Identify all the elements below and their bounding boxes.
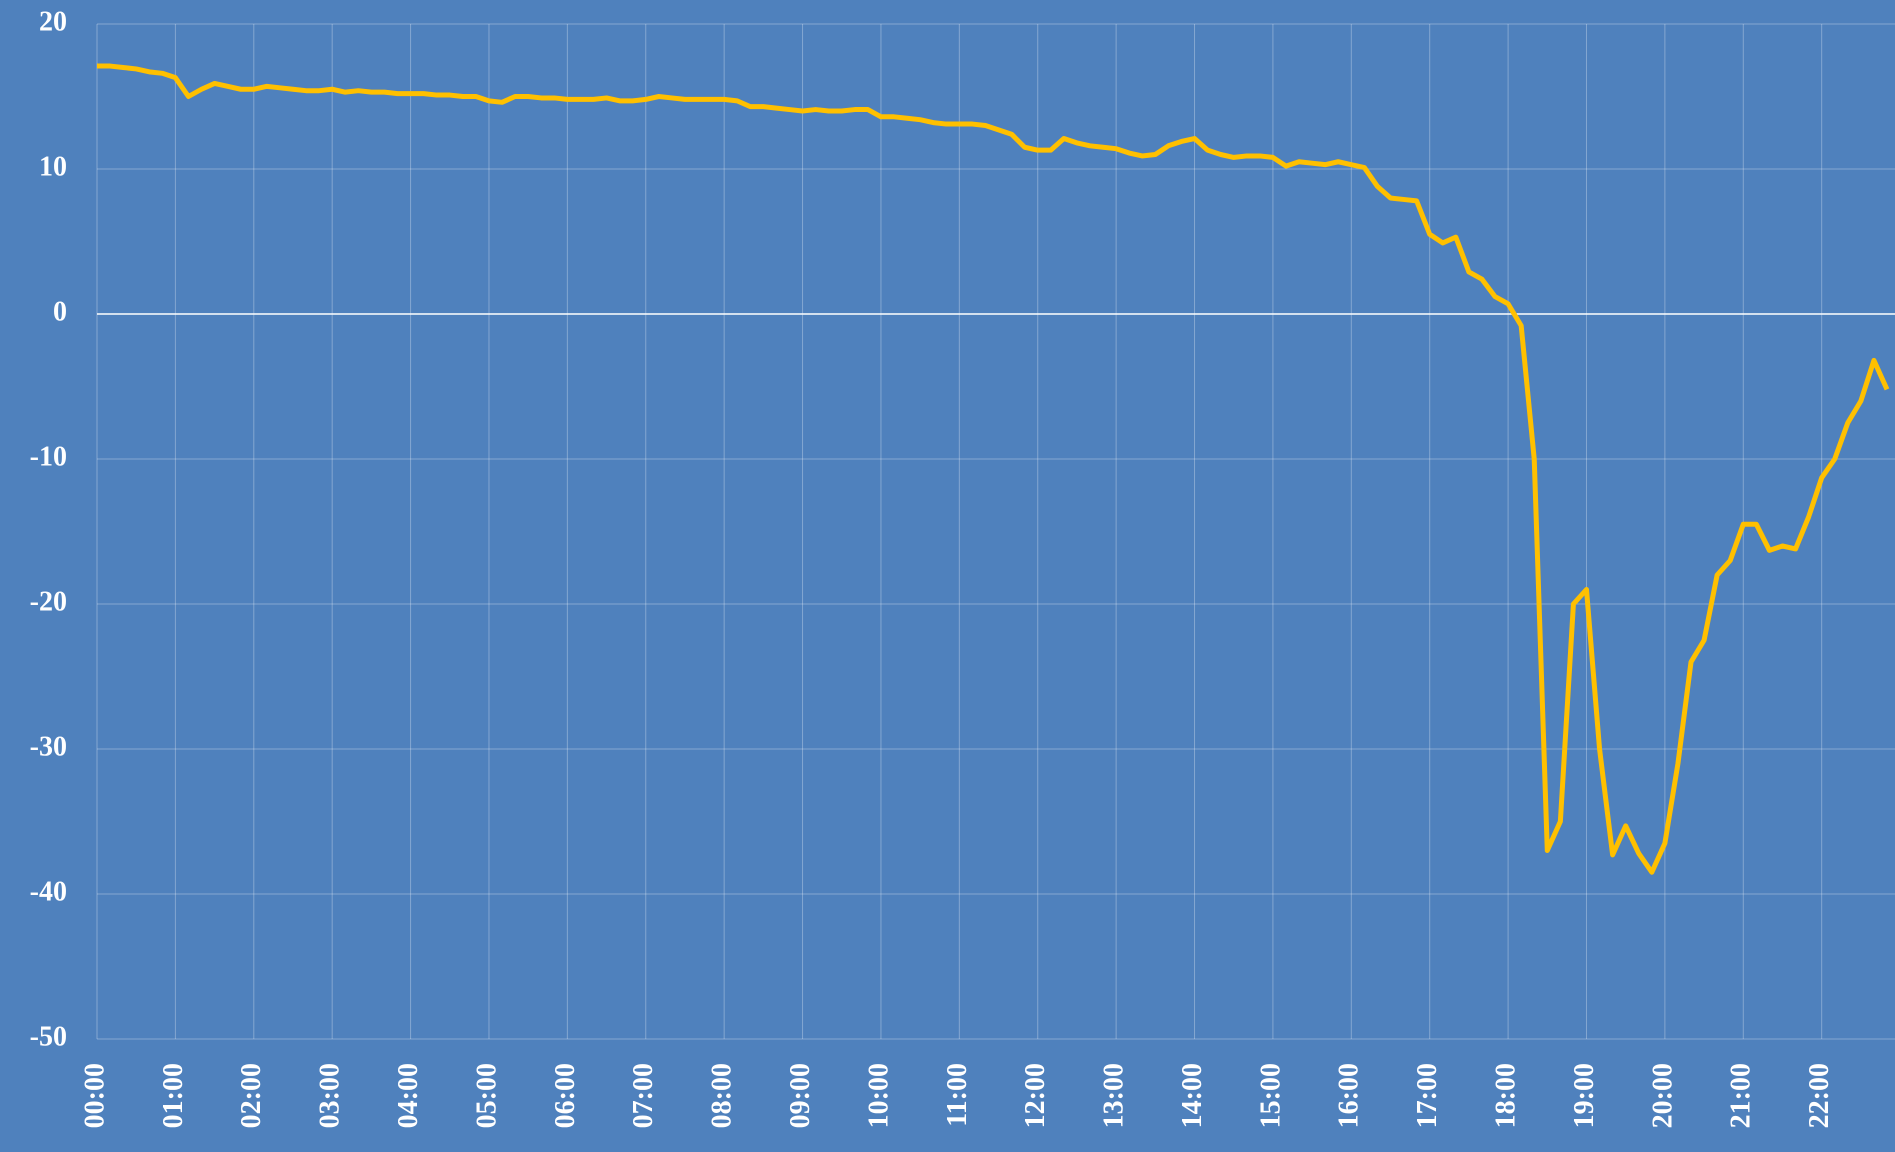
x-tick-label: 16:00 <box>1334 1063 1365 1128</box>
x-tick-label: 13:00 <box>1099 1063 1130 1128</box>
x-tick-label: 08:00 <box>707 1063 738 1128</box>
x-tick-label: 10:00 <box>863 1063 894 1128</box>
y-tick-label: 10 <box>39 151 67 182</box>
x-tick-label: 19:00 <box>1569 1063 1600 1128</box>
x-tick-label: 22:00 <box>1804 1063 1835 1128</box>
y-tick-label: -40 <box>30 876 67 907</box>
x-tick-label: 12:00 <box>1020 1063 1051 1128</box>
x-tick-label: 03:00 <box>315 1063 346 1128</box>
y-tick-label: -30 <box>30 731 67 762</box>
x-tick-label: 00:00 <box>79 1063 110 1128</box>
x-tick-label: 14:00 <box>1177 1063 1208 1128</box>
x-tick-label: 20:00 <box>1647 1063 1678 1128</box>
x-tick-label: 06:00 <box>550 1063 581 1128</box>
x-tick-label: 21:00 <box>1726 1063 1757 1128</box>
y-tick-label: 0 <box>53 296 67 327</box>
x-tick-label: 05:00 <box>471 1063 502 1128</box>
y-tick-label: 20 <box>39 6 67 37</box>
y-tick-label: -50 <box>30 1021 67 1052</box>
x-tick-label: 07:00 <box>628 1063 659 1128</box>
x-tick-label: 09:00 <box>785 1063 816 1128</box>
x-tick-label: 01:00 <box>158 1063 189 1128</box>
x-tick-label: 15:00 <box>1255 1063 1286 1128</box>
x-tick-label: 04:00 <box>393 1063 424 1128</box>
x-tick-label: 02:00 <box>236 1063 267 1128</box>
x-tick-label: 17:00 <box>1412 1063 1443 1128</box>
x-tick-label: 18:00 <box>1491 1063 1522 1128</box>
data-line <box>97 63 1890 875</box>
y-tick-label: -20 <box>30 586 67 617</box>
y-tick-label: -10 <box>30 441 67 472</box>
x-tick-label: 11:00 <box>942 1063 973 1127</box>
